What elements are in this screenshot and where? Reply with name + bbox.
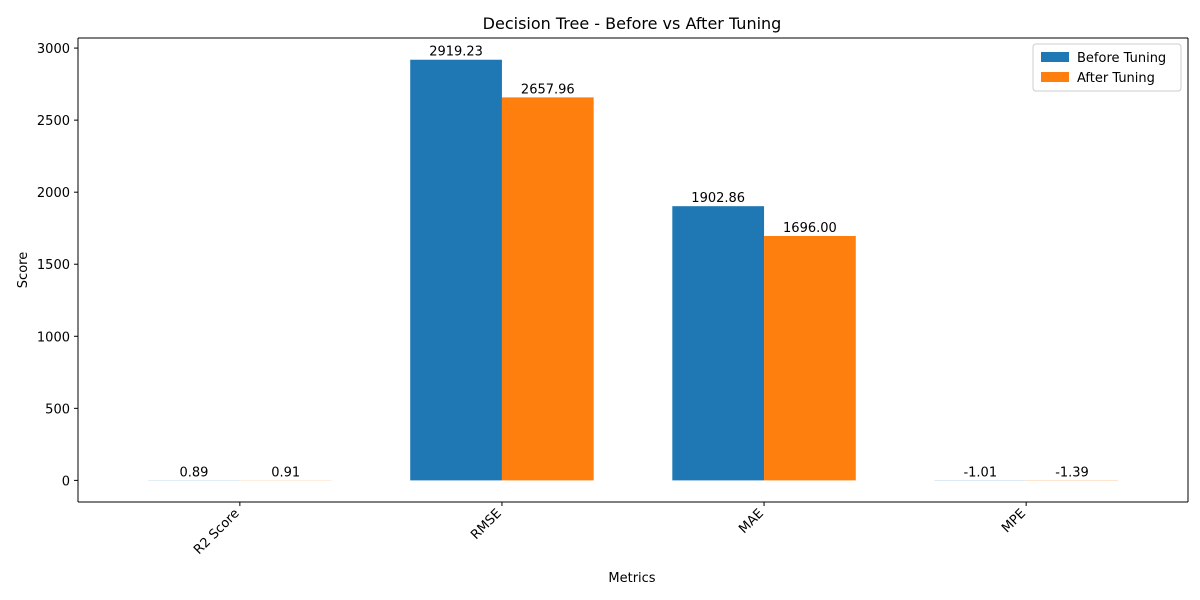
bar-value-label: 2919.23: [429, 45, 483, 60]
bar-after-tuning-2: [764, 235, 856, 481]
bar-value-label: 0.91: [271, 465, 300, 480]
legend-swatch: [1041, 72, 1069, 82]
chart-title: Decision Tree - Before vs After Tuning: [483, 14, 782, 33]
y-tick-label: 2500: [37, 114, 70, 129]
bar-value-label: -1.01: [963, 466, 997, 481]
legend-label: After Tuning: [1077, 71, 1155, 86]
x-tick-label: RMSE: [468, 506, 505, 543]
bar-value-label: 0.89: [180, 465, 209, 480]
bar-value-label: -1.39: [1055, 466, 1089, 481]
x-tick-label: MPE: [999, 506, 1029, 536]
y-tick-label: 1000: [37, 330, 70, 345]
plot-area: 0.89 2919.23 1902.86 -1.01 0.91 2657.96 1696.0…: [37, 37, 1189, 558]
bar-value-label: 1902.86: [691, 191, 745, 206]
bar-before-tuning-2: [672, 206, 765, 481]
y-axis-label: Score: [16, 252, 31, 288]
legend-swatch: [1041, 52, 1069, 62]
bar-before-tuning-1: [410, 59, 502, 481]
bar-after-tuning-1: [501, 97, 594, 481]
x-axis-label: Metrics: [608, 571, 655, 586]
y-tick-label: 0: [62, 474, 70, 489]
legend-label: Before Tuning: [1077, 51, 1166, 66]
y-tick-label: 2000: [37, 186, 70, 201]
bar-value-label: 2657.96: [521, 82, 575, 97]
bar-value-label: 1696.00: [783, 221, 837, 236]
legend-frame: [1032, 43, 1182, 92]
x-tick-label: MAE: [736, 506, 767, 537]
legend: Before Tuning After Tuning: [1032, 43, 1182, 92]
x-tick-label: R2 Score: [191, 506, 243, 558]
y-tick-label: 500: [45, 402, 70, 417]
y-tick-label: 1500: [37, 258, 70, 273]
y-tick-label: 3000: [37, 42, 70, 57]
